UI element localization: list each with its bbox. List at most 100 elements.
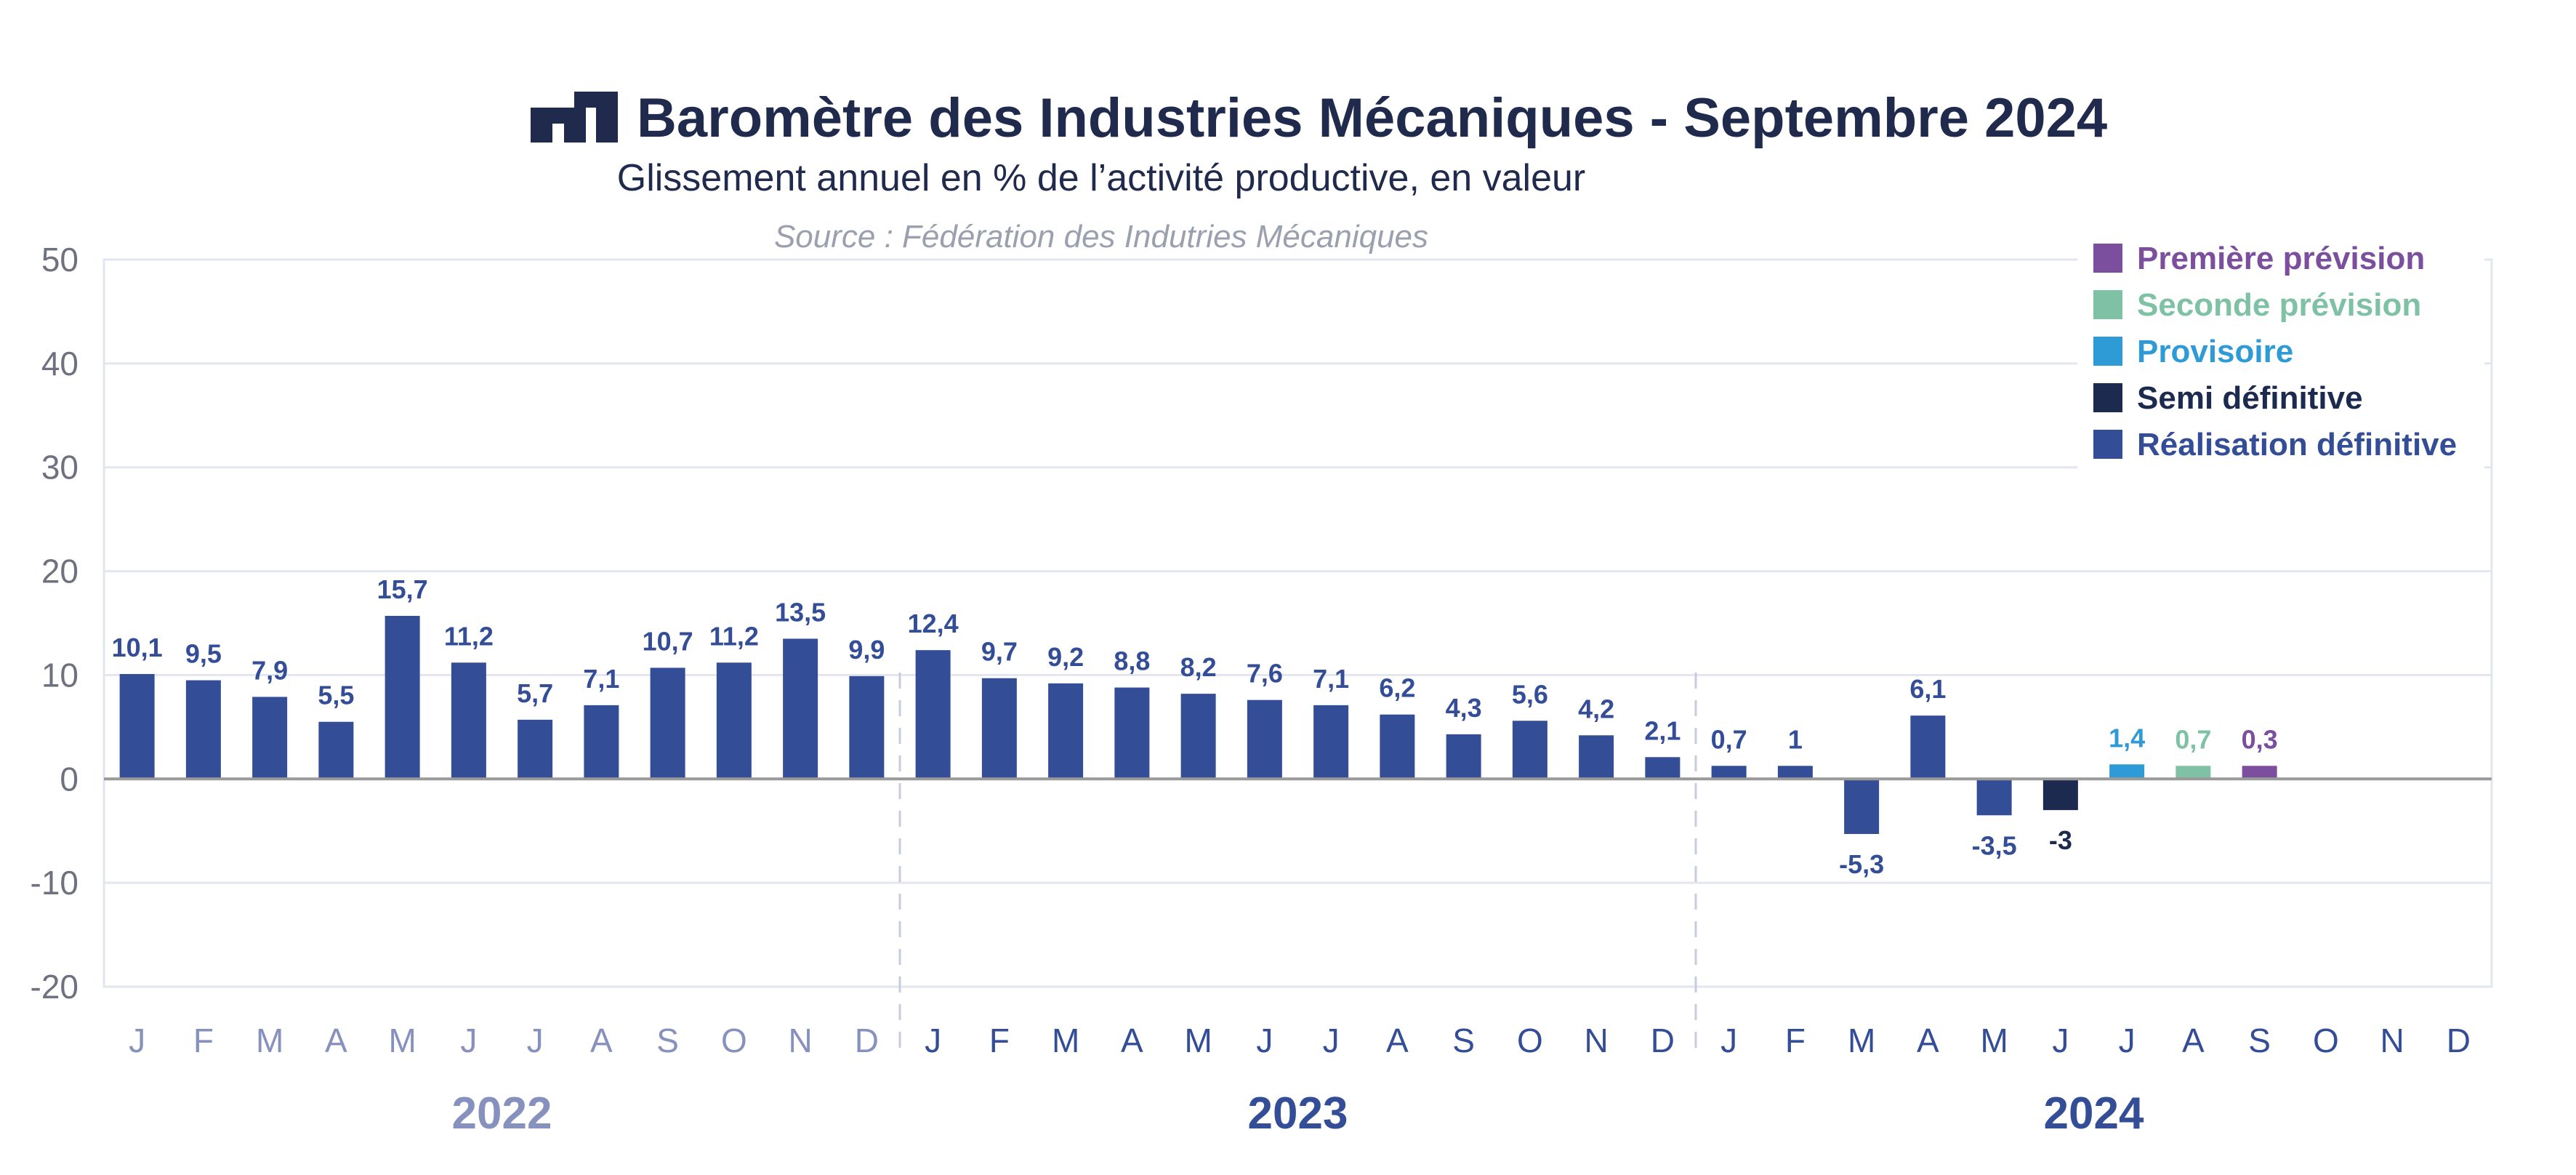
x-tick-label: A xyxy=(1121,1022,1143,1059)
x-tick-label: J xyxy=(460,1022,477,1059)
y-tick-label: 50 xyxy=(41,241,79,278)
year-label: 2024 xyxy=(2044,1088,2144,1139)
x-tick-label: M xyxy=(388,1022,416,1059)
x-tick-label: M xyxy=(1052,1022,1079,1059)
data-label: -3,5 xyxy=(1972,830,2017,860)
bar xyxy=(584,705,619,779)
year-labels: 2022 2023 2024 xyxy=(452,1088,2144,1139)
x-tick-label: O xyxy=(2313,1022,2339,1059)
bar xyxy=(518,719,553,779)
data-label: 0,3 xyxy=(2242,724,2278,754)
data-label: 6,1 xyxy=(1909,674,1946,704)
bar xyxy=(1844,779,1880,834)
data-label: 7,9 xyxy=(251,655,288,685)
y-axis: -20 -10 0 10 20 30 40 50 xyxy=(31,241,79,1006)
data-label: 13,5 xyxy=(775,597,826,627)
legend-item-seconde-prevision: Seconde prévision xyxy=(2093,287,2421,323)
data-label: 11,2 xyxy=(709,621,759,651)
source-note: Source : Fédération des Indutries Mécani… xyxy=(774,219,1428,254)
bar xyxy=(915,650,951,779)
year-label: 2023 xyxy=(1248,1088,1348,1139)
logo-icon xyxy=(531,92,618,143)
year-label: 2022 xyxy=(452,1088,552,1139)
legend-label: Seconde prévision xyxy=(2137,287,2421,323)
data-label: 1,4 xyxy=(2109,723,2145,753)
data-label: 0,7 xyxy=(1711,724,1747,754)
bar xyxy=(1645,757,1681,779)
y-tick-label: 10 xyxy=(41,656,79,694)
bar xyxy=(849,675,885,779)
data-label: 9,5 xyxy=(185,639,222,669)
bar xyxy=(119,674,155,779)
legend-swatch xyxy=(2093,383,2122,412)
bar xyxy=(981,678,1017,779)
bar xyxy=(716,662,752,779)
bar xyxy=(1048,683,1084,779)
bar xyxy=(1446,734,1481,779)
x-tick-label: M xyxy=(1848,1022,1875,1059)
data-label: 4,3 xyxy=(1446,693,1482,723)
legend-background xyxy=(2077,231,2484,471)
data-label: 2,1 xyxy=(1644,715,1681,745)
data-label: 12,4 xyxy=(908,609,959,638)
legend-swatch xyxy=(2093,430,2122,459)
bars xyxy=(119,616,2277,834)
bar xyxy=(2042,779,2078,811)
data-label: 7,1 xyxy=(1313,664,1349,694)
data-label: 5,6 xyxy=(1512,679,1548,709)
x-tick-label: O xyxy=(1517,1022,1543,1059)
x-tick-label: J xyxy=(2052,1022,2069,1059)
y-tick-label: 30 xyxy=(41,449,79,486)
bar xyxy=(783,638,818,779)
x-tick-label: D xyxy=(855,1022,879,1059)
y-tick-label: 40 xyxy=(41,345,79,382)
page-title: Baromètre des Industries Mécaniques - Se… xyxy=(637,87,2107,149)
x-tick-label: F xyxy=(193,1022,214,1059)
x-tick-label: S xyxy=(1452,1022,1475,1059)
bar xyxy=(1114,687,1150,779)
x-tick-label: J xyxy=(1720,1022,1737,1059)
data-label: 11,2 xyxy=(444,621,494,651)
data-label: 0,7 xyxy=(2175,724,2211,754)
data-label: 4,2 xyxy=(1578,694,1614,723)
bar xyxy=(1180,694,1216,779)
bar xyxy=(1380,714,1415,779)
legend-label: Première prévision xyxy=(2137,241,2425,276)
bar xyxy=(2109,764,2145,779)
bar xyxy=(451,662,486,779)
data-label: 7,1 xyxy=(583,664,619,694)
data-label: 9,7 xyxy=(981,637,1018,667)
x-tick-label: J xyxy=(129,1022,145,1059)
legend-item-provisoire: Provisoire xyxy=(2093,334,2293,369)
x-tick-label: J xyxy=(1256,1022,1273,1059)
x-tick-label: N xyxy=(1585,1022,1609,1059)
bar xyxy=(650,667,685,779)
bar xyxy=(1512,721,1547,779)
legend-item-premiere-prevision: Première prévision xyxy=(2093,241,2425,276)
bar xyxy=(1711,766,1747,779)
data-label: 5,5 xyxy=(318,681,354,710)
legend-label: Réalisation définitive xyxy=(2137,427,2457,462)
bar xyxy=(1777,766,1813,779)
x-tick-label: J xyxy=(2119,1022,2136,1059)
x-tick-label: M xyxy=(1980,1022,2008,1059)
x-tick-label: S xyxy=(2248,1022,2271,1059)
y-tick-label: -20 xyxy=(31,968,79,1006)
bar xyxy=(185,680,221,779)
x-tick-label: N xyxy=(789,1022,813,1059)
header: Baromètre des Industries Mécaniques - Se… xyxy=(531,87,2107,254)
chart-subtitle: Glissement annuel en % de l’activité pro… xyxy=(617,157,1586,199)
legend-label: Provisoire xyxy=(2137,334,2293,369)
legend-item-semi-definitive: Semi définitive xyxy=(2093,380,2363,416)
data-label: 10,7 xyxy=(643,626,693,656)
bar xyxy=(1313,705,1349,779)
x-tick-label: J xyxy=(925,1022,941,1059)
x-tick-label: J xyxy=(527,1022,544,1059)
bar xyxy=(252,697,288,779)
y-tick-label: 0 xyxy=(60,760,79,798)
x-tick-label: D xyxy=(2447,1022,2471,1059)
legend: Première prévision Seconde prévision Provi… xyxy=(2077,231,2484,471)
data-label: 9,2 xyxy=(1047,642,1084,672)
